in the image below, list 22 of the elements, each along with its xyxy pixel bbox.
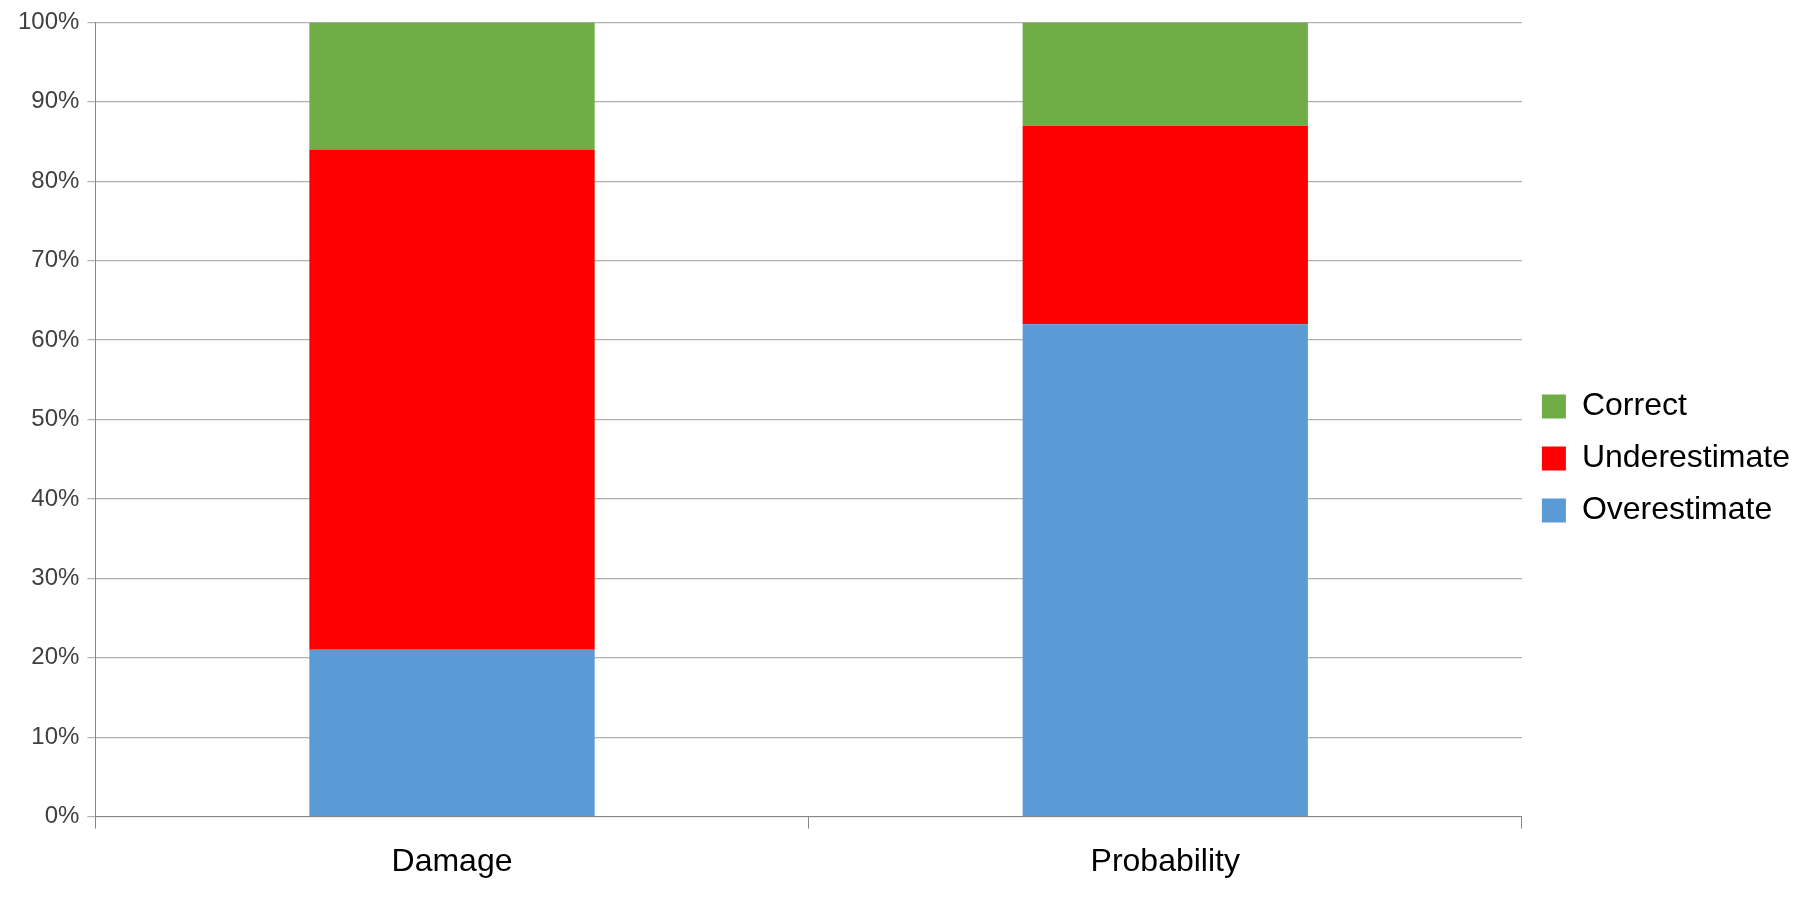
y-tick-label: 80% <box>31 165 80 193</box>
y-tick-label: 40% <box>31 483 80 511</box>
bar <box>309 649 595 816</box>
y-tick-label: 90% <box>31 86 80 114</box>
bar <box>309 22 595 150</box>
y-tick-label: 0% <box>44 801 80 829</box>
y-tick-label: 60% <box>31 324 80 352</box>
y-tick-label: 100% <box>17 7 80 35</box>
y-tick-label: 30% <box>31 562 80 590</box>
y-tick-label: 70% <box>31 245 80 273</box>
legend-label: Overestimate <box>1581 490 1773 527</box>
bar <box>1022 324 1308 816</box>
y-tick-label: 20% <box>31 642 80 670</box>
x-tick-label: Probability <box>1090 841 1240 878</box>
bar <box>1022 22 1308 126</box>
bar <box>1022 125 1308 325</box>
y-tick-label: 10% <box>31 721 80 749</box>
legend-label: Correct <box>1581 386 1687 423</box>
legend-label: Underestimate <box>1581 438 1790 475</box>
x-tick-label: Damage <box>391 841 513 878</box>
bar <box>309 149 595 650</box>
y-tick-label: 50% <box>31 404 80 432</box>
